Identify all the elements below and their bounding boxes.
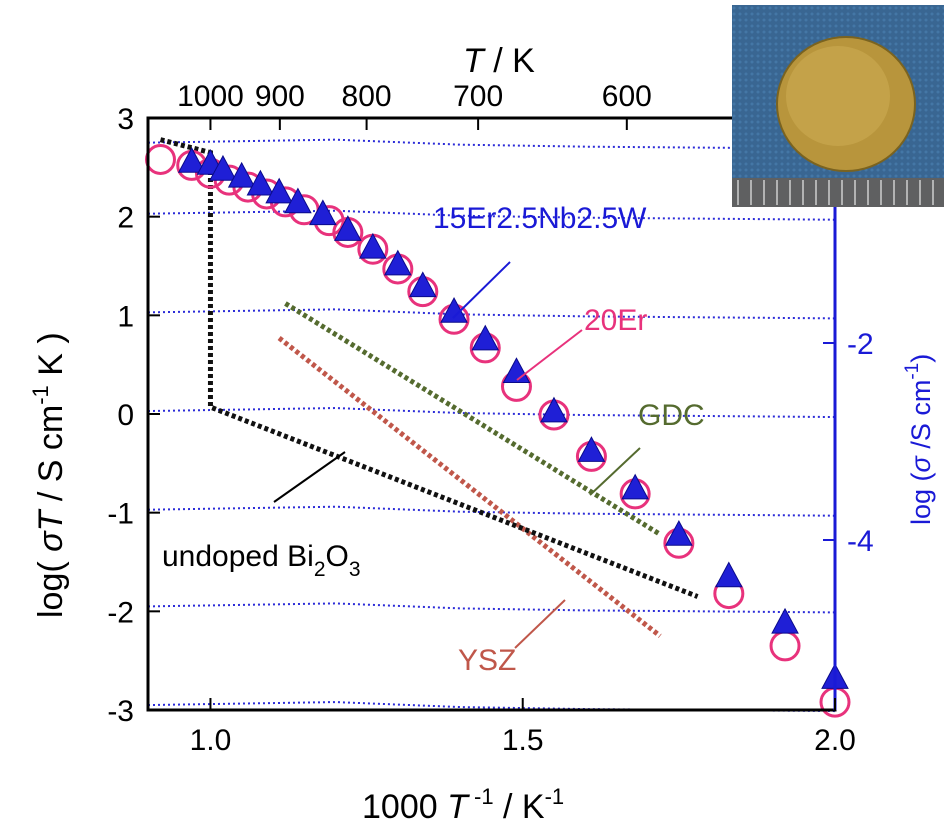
point-15Er-5 <box>265 177 293 204</box>
point-15Er-13 <box>471 324 500 351</box>
blue-gridline-5 <box>147 602 836 614</box>
top-tick-label-0: 1000 <box>177 80 244 113</box>
right-tick-label-1: -4 <box>847 525 874 558</box>
point-15Er-20 <box>771 607 799 634</box>
point-15Er-11 <box>408 271 437 298</box>
point-15Er-2 <box>209 154 237 181</box>
x-tick-label-2: 2.0 <box>814 724 856 757</box>
label-20Er: 20Er <box>584 304 647 337</box>
point-15Er-7 <box>309 199 337 226</box>
axis-ticks: 1.0 1.5 2.0 -3 -2 -1 0 1 2 3 1000 900 800 700 600 -2 -4 <box>107 80 873 757</box>
point-20Er-0 <box>144 143 176 175</box>
top-axis-title: T / K <box>463 42 535 80</box>
leader-bi2o3 <box>273 451 346 503</box>
blue-gridline-3 <box>147 407 836 419</box>
x-axis-title: 1000 T -1 / K-1 <box>362 784 564 826</box>
blue-gridline-1 <box>147 209 836 221</box>
point-15Er-6 <box>284 187 312 214</box>
point-15Er-15 <box>540 396 568 423</box>
point-15Er-8 <box>334 215 362 241</box>
top-tick-label-3: 700 <box>453 80 503 113</box>
y-tick-label-1: -2 <box>107 596 134 629</box>
reference-line-2 <box>159 137 699 599</box>
label-bi2o3: undoped Bi2O3 <box>162 540 361 581</box>
point-15Er-17 <box>621 473 649 500</box>
blue-gridline-4 <box>147 505 836 517</box>
leader-ysz <box>514 599 566 649</box>
x-tick-label-1: 1.5 <box>502 724 544 757</box>
blue-gridline-2 <box>147 308 836 320</box>
leader-gdc <box>589 447 641 496</box>
reference-line-0 <box>284 301 662 537</box>
point-15Er-3 <box>227 161 256 188</box>
blue-gridline-0 <box>147 138 836 150</box>
y-tick-label-3: 0 <box>117 399 134 432</box>
right-axis-title: log (σ /S cm-1) <box>902 354 936 525</box>
leader-15Er <box>452 261 511 319</box>
point-15Er-0 <box>177 147 206 173</box>
point-15Er-19 <box>714 561 743 588</box>
top-tick-label-4: 600 <box>602 80 652 113</box>
data-points <box>144 143 851 718</box>
right-tick-label-0: -2 <box>847 328 874 361</box>
reference-line-1 <box>277 336 662 638</box>
y-tick-label-0: -3 <box>107 695 134 728</box>
label-ysz: YSZ <box>458 644 516 677</box>
point-15Er-18 <box>665 520 693 546</box>
y-tick-label-2: -1 <box>107 498 134 531</box>
x-tick-label-0: 1.0 <box>190 724 232 757</box>
point-15Er-10 <box>383 249 412 276</box>
y-tick-label-4: 1 <box>117 300 134 333</box>
point-15Er-9 <box>359 232 387 259</box>
inset-pellet-photo <box>732 5 944 207</box>
y-axis-title: log( σT / S cm-1 K ) <box>28 332 70 618</box>
y-tick-label-5: 2 <box>117 202 134 235</box>
top-tick-label-2: 800 <box>342 80 392 113</box>
point-15Er-14 <box>502 357 531 383</box>
leader-20Er <box>516 329 583 381</box>
reference-lines <box>159 137 699 638</box>
top-tick-label-1: 900 <box>255 80 305 113</box>
point-20Er-21 <box>769 630 801 662</box>
y-tick-label-6: 3 <box>117 103 134 136</box>
point-15Er-16 <box>577 436 606 462</box>
point-15Er-4 <box>246 169 275 196</box>
label-gdc: GDC <box>638 399 705 432</box>
label-15Er: 15Er2.5Nb2.5W <box>433 202 647 235</box>
